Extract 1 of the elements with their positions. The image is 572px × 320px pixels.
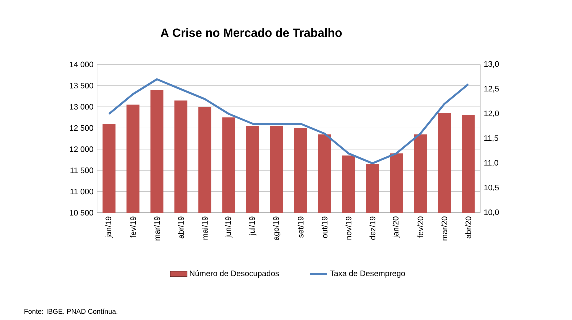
chart-title: A Crise no Mercado de Trabalho [160, 28, 342, 37]
